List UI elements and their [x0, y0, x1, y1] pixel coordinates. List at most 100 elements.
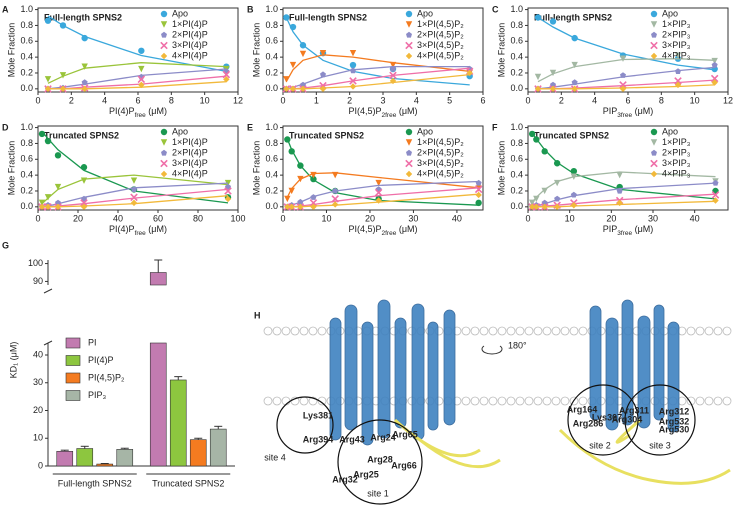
- panel-letter: D: [2, 122, 9, 132]
- legend-marker: [651, 31, 657, 38]
- marker: [533, 136, 540, 143]
- marker: [349, 83, 357, 90]
- y-tick-label: 0.0: [20, 83, 33, 93]
- panel-letter: G: [2, 240, 9, 250]
- y-tick-label: 0.8: [510, 138, 523, 148]
- membrane-lipid: [272, 326, 282, 336]
- y-tick-label: 0.6: [265, 154, 278, 164]
- legend-marker: [405, 52, 413, 60]
- y-axis-label: Mole Fraction: [6, 23, 16, 78]
- x-tick-label: 8: [169, 95, 174, 105]
- membrane-lipid: [695, 396, 705, 406]
- marker: [550, 81, 556, 88]
- marker: [674, 81, 682, 89]
- legend-marker: [160, 128, 168, 136]
- marker: [534, 14, 542, 21]
- marker: [283, 85, 290, 93]
- residue-label: Arg43: [339, 434, 365, 444]
- marker: [310, 175, 317, 183]
- x-tick-label: 20: [73, 213, 83, 223]
- rotation-arrow: [481, 345, 503, 355]
- site-circle: [337, 419, 423, 505]
- marker: [300, 81, 306, 88]
- marker: [553, 160, 561, 167]
- marker: [81, 79, 88, 86]
- marker: [350, 67, 356, 74]
- marker: [289, 23, 297, 31]
- y-tick-label: 0.0: [510, 201, 523, 211]
- site-circle: [276, 396, 334, 454]
- marker: [297, 198, 304, 205]
- y-tick-label: 0.0: [20, 201, 33, 211]
- legend-marker: [650, 41, 658, 50]
- marker: [297, 203, 304, 211]
- x-tick-label: 40: [690, 213, 700, 223]
- x-tick-label: 2: [347, 95, 352, 105]
- plot-frame: [282, 125, 484, 211]
- x-tick-label: 0: [525, 213, 530, 223]
- legend-label: 3×PIP₃: [662, 158, 691, 168]
- legend-label: 2×PI(4)P: [172, 147, 208, 157]
- membrane-lipid: [524, 396, 534, 406]
- membrane-lipid: [488, 326, 498, 336]
- membrane-lipid: [686, 326, 696, 336]
- membrane-lipid: [533, 396, 543, 406]
- marker-stroke: [674, 77, 682, 85]
- marker: [224, 179, 232, 187]
- helix: [427, 321, 439, 431]
- marker: [571, 85, 578, 93]
- x-axis-label-unit: (μM): [396, 106, 417, 116]
- x-tick-label: Full-length SPNS2: [58, 478, 132, 488]
- legend-label: Apo: [172, 8, 188, 18]
- helix: [443, 309, 456, 426]
- legend-marker: [650, 128, 658, 136]
- legend-swatch: [65, 390, 81, 401]
- x-axis-label-sub: free: [135, 112, 147, 119]
- marker: [331, 201, 339, 208]
- y-tick-label: 0.0: [265, 83, 278, 93]
- marker: [284, 195, 291, 203]
- residue-label: Arg25: [353, 469, 379, 479]
- marker: [38, 130, 46, 138]
- marker: [553, 179, 561, 187]
- y-tick-label: 1.0: [265, 122, 278, 132]
- y-tick-label: 1.0: [20, 122, 33, 132]
- x-axis-label-unit: (μM): [146, 224, 167, 234]
- bar: [149, 272, 167, 286]
- legend-marker: [651, 149, 657, 156]
- legend-label: 3×PIP₃: [662, 40, 691, 50]
- marker: [390, 65, 396, 72]
- marker: [570, 173, 578, 180]
- legend-label: 1×PI(4)P: [172, 137, 208, 147]
- marker: [475, 179, 482, 186]
- membrane-lipid: [317, 326, 327, 336]
- legend-label: Apo: [417, 8, 433, 18]
- loop: [558, 428, 731, 485]
- marker: [533, 203, 540, 211]
- legend-label: PI: [88, 337, 97, 347]
- x-axis-label: PI(4)Pfree (μM): [109, 224, 167, 236]
- legend-label: 4×PIP₃: [662, 168, 691, 178]
- y-tick-label: 1.0: [510, 122, 523, 132]
- marker: [138, 81, 145, 89]
- bar: [56, 450, 74, 467]
- legend-label: Apo: [662, 126, 678, 136]
- marker: [533, 195, 540, 203]
- bar: [189, 439, 207, 467]
- marker: [616, 199, 623, 207]
- marker: [674, 77, 682, 85]
- marker: [310, 171, 317, 179]
- panel-letter: H: [254, 310, 261, 320]
- x-axis-label-main: PIP: [603, 224, 618, 234]
- helix: [329, 317, 342, 441]
- marker: [44, 76, 52, 83]
- membrane-lipid: [272, 396, 282, 406]
- marker: [310, 203, 317, 211]
- legend-marker: [405, 41, 413, 50]
- marker: [44, 203, 52, 211]
- membrane-lipid: [497, 396, 507, 406]
- marker: [349, 61, 357, 69]
- marker: [571, 34, 578, 42]
- fit-line: [537, 16, 715, 71]
- marker: [224, 187, 232, 195]
